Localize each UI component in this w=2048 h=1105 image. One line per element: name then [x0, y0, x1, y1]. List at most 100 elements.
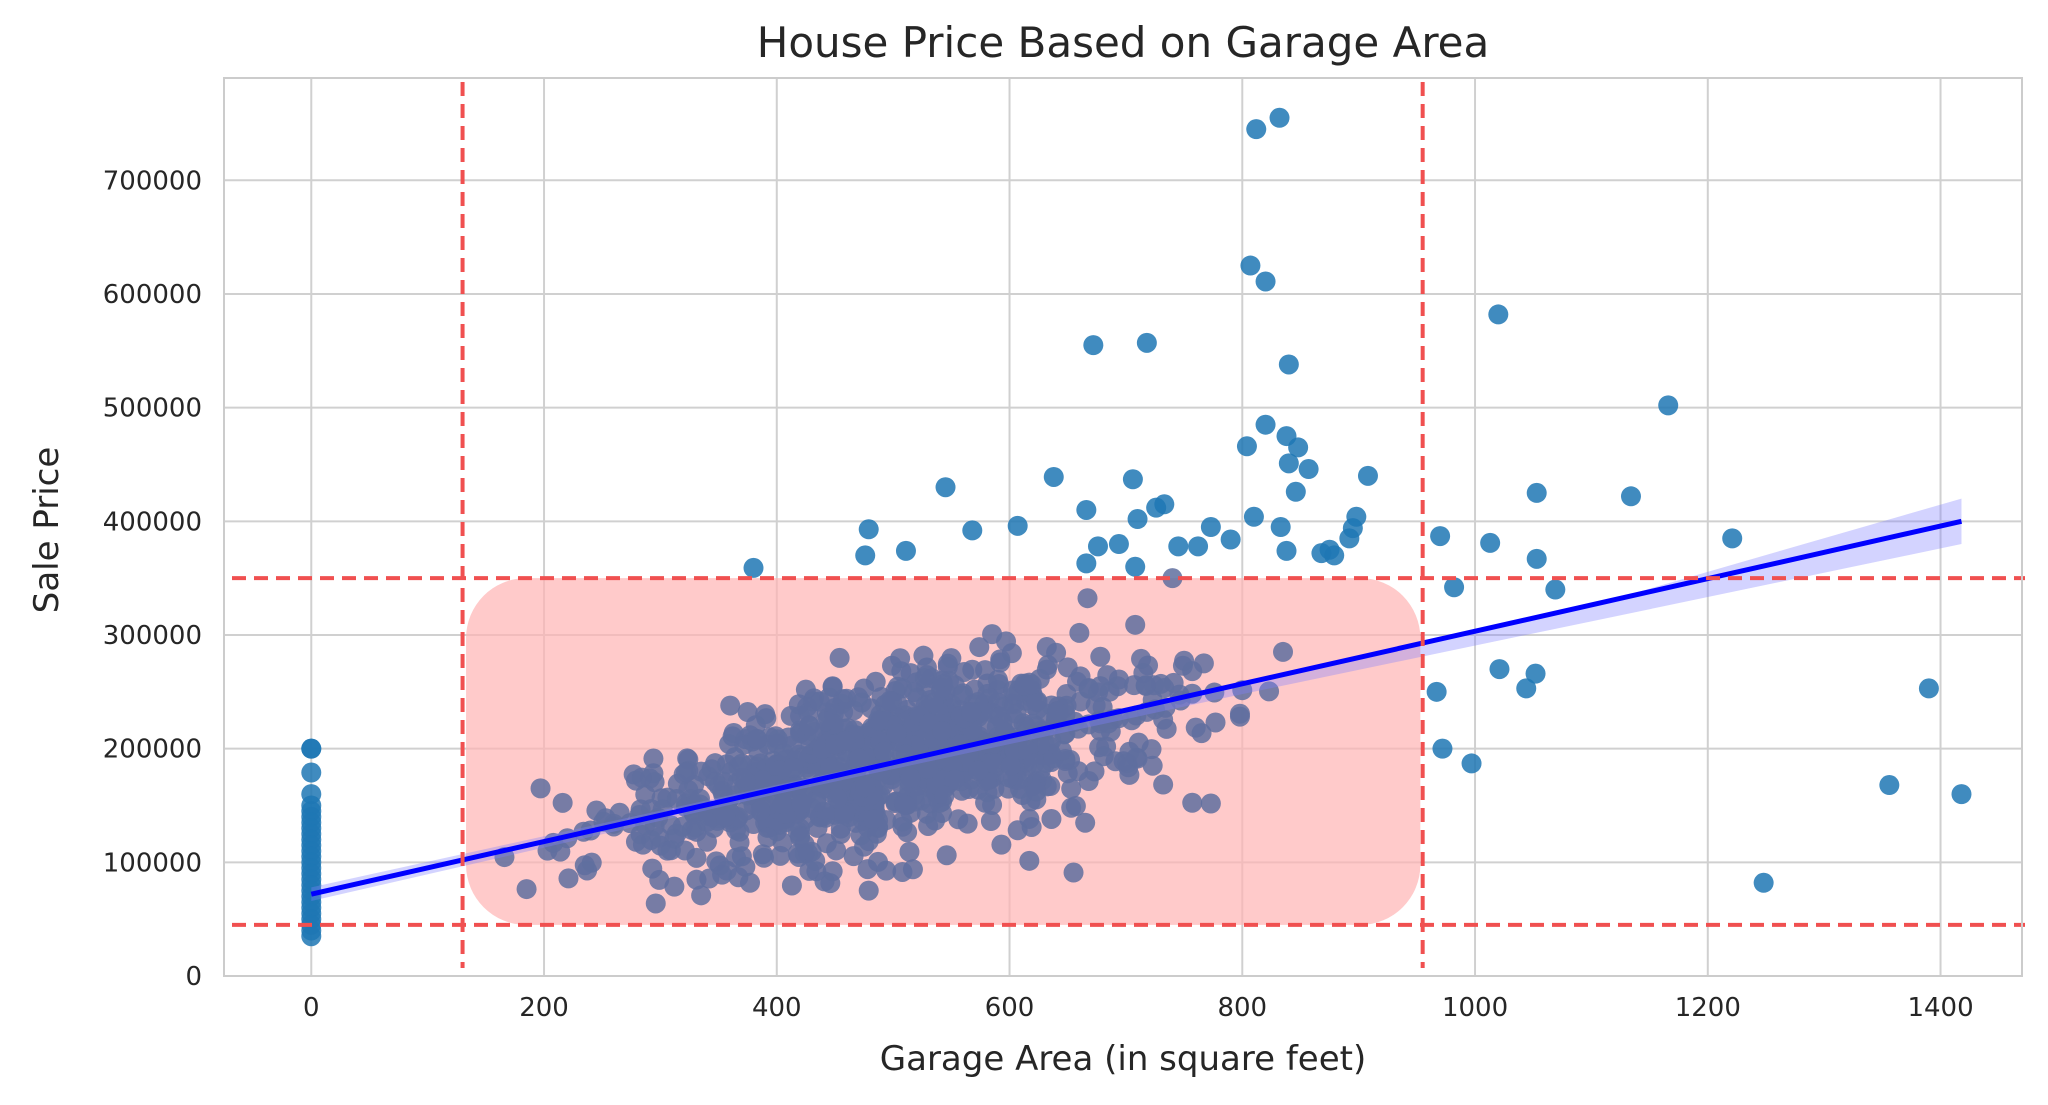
data-point	[957, 813, 978, 834]
data-point	[851, 692, 872, 713]
data-point	[1087, 536, 1108, 557]
data-point	[1124, 675, 1145, 696]
data-point	[815, 711, 836, 732]
data-point	[807, 817, 828, 838]
data-point	[892, 811, 913, 832]
data-point	[301, 926, 322, 947]
data-point	[1125, 614, 1146, 635]
data-point	[1043, 466, 1064, 487]
y-tick-label: 600000	[103, 280, 202, 310]
data-point	[672, 816, 693, 837]
x-tick-label: 400	[752, 993, 802, 1023]
data-point	[770, 845, 791, 866]
data-point	[1240, 255, 1261, 276]
data-point	[826, 840, 847, 861]
y-tick-label: 400000	[103, 507, 202, 537]
data-point	[716, 860, 737, 881]
data-point	[301, 738, 322, 759]
data-point	[858, 880, 879, 901]
data-point	[1131, 648, 1152, 669]
data-point	[1879, 775, 1900, 796]
data-point	[720, 695, 741, 716]
data-point	[1259, 681, 1280, 702]
data-point	[879, 691, 900, 712]
data-point	[1007, 515, 1028, 536]
data-point	[1105, 751, 1126, 772]
data-point	[902, 859, 923, 880]
data-point	[980, 811, 1001, 832]
data-point	[944, 675, 965, 696]
data-point	[1426, 681, 1447, 702]
data-point	[301, 762, 322, 783]
data-point	[550, 841, 571, 862]
data-point	[805, 850, 826, 871]
data-point	[961, 702, 982, 723]
data-point	[1269, 107, 1290, 128]
data-point	[1273, 641, 1294, 662]
data-point	[660, 840, 681, 861]
data-point	[1046, 642, 1067, 663]
data-point	[936, 845, 957, 866]
data-point	[781, 875, 802, 896]
data-point	[783, 757, 804, 778]
data-point	[1229, 706, 1250, 727]
data-point	[987, 669, 1008, 690]
data-point	[1051, 740, 1072, 761]
data-point	[664, 876, 685, 897]
y-tick-label: 700000	[103, 166, 202, 196]
data-point	[1026, 691, 1047, 712]
data-point	[1278, 354, 1299, 375]
data-point	[984, 753, 1005, 774]
data-point	[849, 748, 870, 769]
data-point	[1153, 774, 1174, 795]
data-point	[1243, 506, 1264, 527]
data-point	[705, 753, 726, 774]
data-point	[772, 794, 793, 815]
data-point	[982, 794, 1003, 815]
data-point	[1200, 517, 1221, 537]
data-point	[894, 794, 915, 815]
data-point	[1182, 792, 1203, 813]
data-point	[649, 869, 670, 890]
data-point	[944, 769, 965, 790]
data-point	[781, 735, 802, 756]
data-point	[1075, 812, 1096, 833]
data-point	[809, 691, 830, 712]
data-point	[1076, 553, 1097, 574]
axes	[223, 77, 2023, 977]
data-point	[1090, 646, 1111, 667]
data-point	[746, 728, 767, 749]
data-point	[907, 687, 928, 708]
data-point	[968, 760, 989, 781]
chart-title: House Price Based on Garage Area	[757, 18, 1490, 67]
data-point	[1918, 678, 1939, 699]
data-point	[932, 721, 953, 742]
data-point	[791, 794, 812, 815]
data-point	[1444, 577, 1465, 598]
data-point	[790, 827, 811, 848]
data-point	[1255, 271, 1276, 292]
plot-frame	[223, 77, 2023, 977]
y-tick-label: 500000	[103, 394, 202, 424]
data-point	[1658, 395, 1679, 416]
data-point	[1285, 481, 1306, 502]
data-point	[1516, 678, 1537, 699]
data-point	[577, 860, 598, 881]
x-tick-label: 1400	[1907, 993, 1973, 1023]
y-tick-label: 200000	[103, 735, 202, 765]
data-point	[891, 661, 912, 682]
data-point	[1078, 678, 1099, 699]
data-point	[1063, 862, 1084, 883]
data-point	[1432, 738, 1453, 759]
data-point	[722, 726, 743, 747]
data-point	[1753, 872, 1774, 893]
data-point	[1488, 304, 1509, 325]
data-point	[586, 800, 607, 821]
data-point	[1061, 778, 1082, 799]
x-tick-label: 1200	[1675, 993, 1741, 1023]
data-point	[1055, 704, 1076, 725]
data-point	[1023, 753, 1044, 774]
data-point	[737, 702, 758, 723]
data-point	[1127, 509, 1148, 530]
